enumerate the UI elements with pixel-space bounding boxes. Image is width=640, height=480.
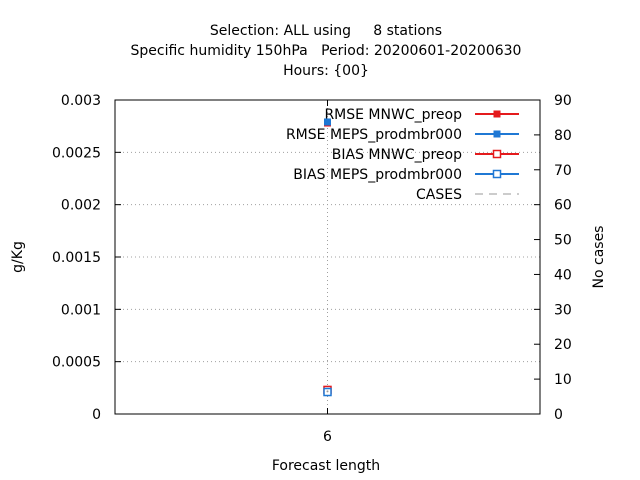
x-tick-label: 6	[323, 429, 332, 445]
legend-marker	[492, 149, 502, 159]
x-axis-label: Forecast length	[272, 458, 380, 474]
legend-label: RMSE MNWC_preop	[324, 107, 462, 123]
y-axis-label: g/Kg	[10, 241, 26, 273]
y-axis: 0 0.0005 0.001 0.0015 0.002 0.0025 0.003	[52, 93, 121, 423]
legend-label: BIAS MNWC_preop	[332, 147, 462, 163]
data-point	[324, 118, 331, 126]
title-line-1: Selection: ALL using 8 stations	[210, 23, 442, 39]
y-tick-label: 0.003	[61, 93, 101, 109]
y2-tick-label: 80	[554, 128, 572, 144]
title-line-2: Specific humidity 150hPa Period: 2020060…	[131, 43, 522, 59]
y-tick-label: 0.001	[61, 302, 101, 318]
y2-tick-label: 60	[554, 198, 572, 214]
y2-tick-label: 50	[554, 233, 572, 249]
legend-label: CASES	[416, 187, 462, 203]
y2-tick-label: 90	[554, 93, 572, 109]
legend-marker	[493, 110, 501, 118]
y2-tick-label: 70	[554, 163, 572, 179]
y-tick-label: 0.002	[61, 198, 101, 214]
data-point	[326, 390, 329, 393]
legend-label: RMSE MEPS_prodmbr000	[286, 127, 462, 143]
legend-label: BIAS MEPS_prodmbr000	[293, 167, 462, 183]
y2-axis: 0 10 20 30 40 50 60 70 80 90	[534, 93, 572, 423]
title-line-3: Hours: {00}	[283, 63, 369, 79]
y2-tick-label: 30	[554, 302, 572, 318]
y2-axis-label: No cases	[591, 226, 607, 289]
legend: RMSE MNWC_preop RMSE MEPS_prodmbr000 BIAS …	[286, 107, 519, 203]
y2-tick-label: 0	[554, 407, 563, 423]
chart-title: Selection: ALL using 8 stations Specific…	[131, 23, 522, 79]
y-tick-label: 0	[92, 407, 101, 423]
legend-marker	[492, 169, 502, 179]
y-tick-label: 0.0015	[52, 250, 101, 266]
y2-tick-label: 20	[554, 337, 572, 353]
data-marks	[323, 118, 332, 397]
y2-tick-label: 40	[554, 267, 572, 283]
x-axis: 6	[323, 100, 332, 445]
legend-marker	[493, 130, 501, 138]
grid	[115, 100, 540, 414]
y-tick-label: 0.0025	[52, 145, 101, 161]
y-tick-label: 0.0005	[52, 355, 101, 371]
y2-tick-label: 10	[554, 372, 572, 388]
